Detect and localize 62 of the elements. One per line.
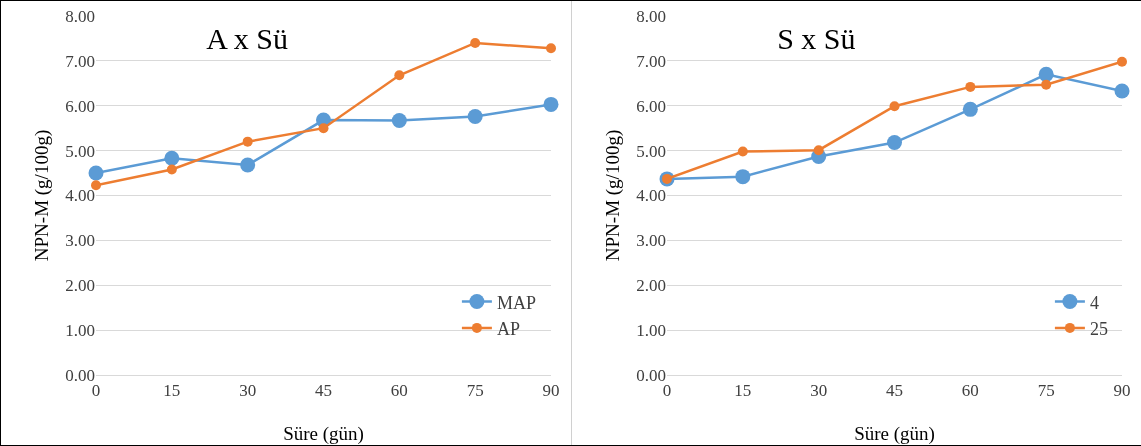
x-tick-label: 75 bbox=[466, 381, 484, 401]
y-axis-title: NPN-M (g/100g) bbox=[31, 129, 53, 262]
point bbox=[543, 96, 559, 112]
x-tick-label: 90 bbox=[542, 381, 560, 401]
point bbox=[394, 70, 405, 81]
y-tick-label: 8.00 bbox=[65, 6, 95, 26]
point bbox=[88, 165, 104, 181]
y-tick-label: 2.00 bbox=[636, 276, 666, 296]
y-tick-label: 6.00 bbox=[636, 96, 666, 116]
point bbox=[91, 180, 101, 191]
x-tick-label: 60 bbox=[390, 381, 408, 401]
x-tick-label: 45 bbox=[315, 381, 332, 401]
point bbox=[242, 136, 253, 147]
legend-label: 25 bbox=[1089, 318, 1108, 339]
point bbox=[889, 101, 900, 112]
point bbox=[1038, 66, 1054, 82]
x-tick-label: 60 bbox=[961, 381, 979, 401]
x-tick-label: 30 bbox=[810, 381, 828, 401]
x-axis-title: Süre (gün) bbox=[283, 423, 364, 445]
y-tick-label: 1.00 bbox=[65, 321, 95, 341]
point bbox=[546, 43, 556, 54]
point bbox=[164, 150, 180, 166]
point bbox=[470, 37, 481, 48]
y-tick-label: 6.00 bbox=[65, 96, 95, 116]
point bbox=[166, 164, 177, 175]
point bbox=[1114, 83, 1130, 99]
y-tick-label: 1.00 bbox=[636, 321, 666, 341]
y-tick-label: 5.00 bbox=[65, 141, 95, 161]
chart-title: S x Sü bbox=[777, 21, 856, 55]
point bbox=[887, 135, 902, 151]
x-tick-label: 75 bbox=[1037, 381, 1055, 401]
chart-title: A x Sü bbox=[206, 21, 288, 55]
y-tick-label: 5.00 bbox=[636, 141, 666, 161]
point bbox=[240, 157, 256, 173]
y-tick-label: 2.00 bbox=[65, 276, 95, 296]
x-tick-label: 30 bbox=[239, 381, 257, 401]
y-axis-title: NPN-M (g/100g) bbox=[602, 129, 624, 262]
x-tick-label: 15 bbox=[163, 381, 181, 401]
point bbox=[318, 123, 329, 134]
point bbox=[813, 145, 824, 156]
point bbox=[1041, 79, 1052, 90]
y-tick-label: 8.00 bbox=[636, 6, 666, 26]
point bbox=[735, 169, 751, 185]
y-tick-label: 3.00 bbox=[65, 231, 95, 251]
y-tick-label: 7.00 bbox=[636, 51, 666, 71]
legend-label: 4 bbox=[1089, 292, 1099, 313]
x-axis-title: Süre (gün) bbox=[854, 423, 935, 445]
y-tick-label: 4.00 bbox=[65, 186, 95, 206]
x-tick-label: 45 bbox=[886, 381, 903, 401]
legend-label: MAP bbox=[496, 292, 536, 313]
point bbox=[1117, 56, 1127, 67]
point bbox=[737, 146, 748, 157]
x-tick-label: 15 bbox=[734, 381, 752, 401]
y-tick-label: 7.00 bbox=[65, 51, 95, 71]
point bbox=[962, 101, 978, 117]
y-tick-label: 4.00 bbox=[636, 186, 666, 206]
x-tick-label: 90 bbox=[1113, 381, 1131, 401]
point bbox=[965, 81, 976, 92]
point bbox=[391, 113, 407, 129]
y-tick-label: 3.00 bbox=[636, 231, 666, 251]
legend-label: AP bbox=[496, 318, 520, 339]
point bbox=[467, 109, 483, 125]
